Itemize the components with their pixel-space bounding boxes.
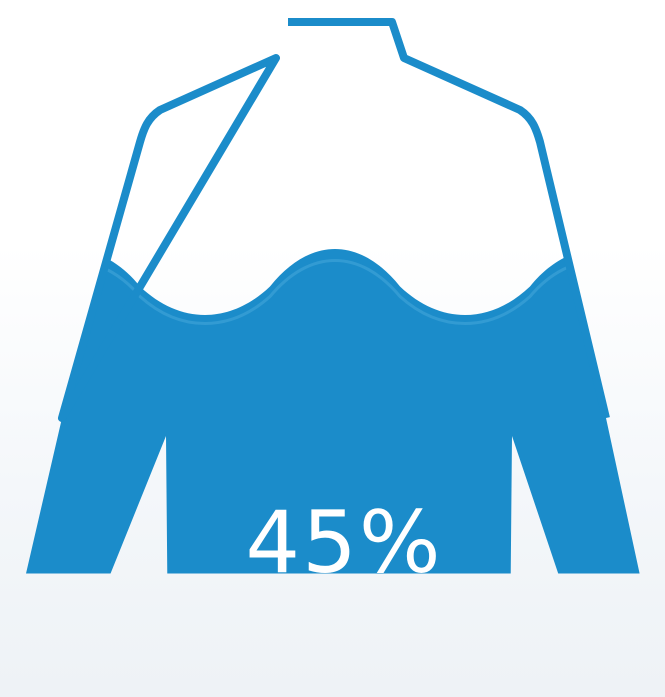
shirt-outline — [58, 18, 610, 422]
percentage-label: 45% — [245, 493, 442, 593]
wave-highlight — [6, 259, 660, 325]
